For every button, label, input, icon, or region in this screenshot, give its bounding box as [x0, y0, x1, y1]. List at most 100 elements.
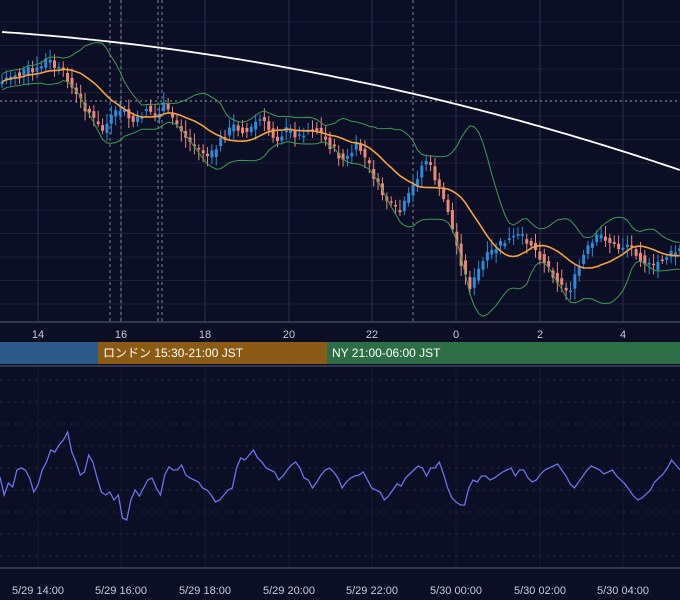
candle-down [188, 137, 192, 142]
candle-down [206, 153, 210, 157]
candle-up [39, 66, 43, 69]
candle-up [678, 248, 680, 252]
candle-down [372, 168, 376, 179]
candle-down [450, 209, 454, 230]
candle-down [538, 251, 542, 260]
candle-down [267, 121, 271, 131]
candle-up [232, 124, 236, 132]
candle-up [472, 277, 476, 288]
candle-up [114, 110, 118, 117]
x-tick-label: 0 [453, 329, 459, 341]
candle-up [599, 234, 603, 239]
candle-down [660, 259, 664, 262]
candle-up [258, 119, 262, 121]
x-tick-label: 2 [537, 329, 543, 341]
candle-down [617, 243, 621, 250]
candle-up [415, 179, 419, 187]
candle-up [227, 127, 231, 136]
candle-up [424, 160, 428, 165]
candle-up [573, 274, 577, 289]
candle-down [17, 72, 21, 77]
x-tick-label: 4 [620, 329, 626, 341]
oscillator-x-axis-labels: 5/29 14:00 5/29 16:00 5/29 18:00 5/29 20:00… [12, 585, 649, 597]
candle-down [153, 113, 157, 116]
candle-down [332, 144, 336, 147]
candle-down [560, 278, 564, 285]
candle-up [507, 238, 511, 241]
candle-up [402, 200, 406, 212]
candle-up [35, 67, 39, 72]
oscillator-x-tick-label: 5/29 18:00 [179, 585, 231, 597]
candle-down [52, 60, 56, 68]
candle-down [630, 245, 634, 248]
candle-up [481, 261, 485, 270]
candle-down [241, 127, 245, 134]
candle-down [643, 255, 647, 265]
x-tick-label: 18 [199, 329, 211, 341]
candle-down [101, 125, 105, 131]
candle-up [485, 252, 489, 261]
oscillator-x-tick-label: 5/30 02:00 [514, 585, 566, 597]
candle-down [542, 254, 546, 264]
candle-up [144, 108, 148, 112]
oscillator-x-tick-label: 5/29 22:00 [346, 585, 398, 597]
candle-up [673, 252, 677, 257]
candle-down [324, 136, 328, 140]
candle-down [608, 238, 612, 244]
candle-down [446, 199, 450, 212]
candle-down [363, 148, 367, 158]
candle-down [652, 263, 656, 266]
session-london: ロンドン 15:30-21:00 JST [98, 342, 327, 364]
candle-down [127, 109, 131, 119]
candle-down [468, 277, 472, 289]
session-tokyo [0, 342, 98, 364]
candle-down [61, 67, 65, 70]
candle-up [656, 261, 660, 270]
candle-up [302, 135, 306, 138]
candle-up [219, 137, 223, 147]
session-markers [0, 0, 680, 322]
candle-down [171, 112, 175, 118]
candle-up [411, 184, 415, 196]
bollinger-upper-line [1, 42, 680, 243]
candles [0, 49, 680, 300]
candle-up [494, 249, 498, 254]
x-tick-label: 14 [32, 329, 44, 341]
candle-up [22, 69, 26, 75]
candle-down [92, 111, 96, 118]
candle-up [669, 250, 673, 257]
candle-down [245, 127, 249, 132]
oscillator-x-tick-label: 5/29 16:00 [95, 585, 147, 597]
candle-up [136, 116, 140, 122]
candle-down [315, 128, 319, 131]
oscillator-line [0, 430, 680, 521]
candle-up [586, 245, 590, 254]
candle-down [192, 144, 196, 147]
candle-down [197, 147, 201, 150]
candle-up [499, 241, 503, 246]
candle-down [564, 287, 568, 291]
candle-down [638, 252, 642, 262]
x-axis-labels: 14 16 18 20 22 0 2 4 [32, 329, 626, 341]
oscillator-x-tick-label: 5/29 14:00 [12, 585, 64, 597]
x-tick-label: 22 [366, 329, 378, 341]
candle-up [162, 102, 166, 112]
candle-up [503, 243, 507, 247]
candle-up [512, 235, 516, 238]
candle-down [394, 204, 398, 207]
candle-up [57, 67, 61, 69]
candle-up [590, 242, 594, 248]
moving-average-short-line [1, 68, 680, 269]
candle-up [44, 58, 48, 68]
candle-down [525, 239, 529, 244]
candle-up [214, 149, 218, 157]
candle-up [254, 121, 258, 130]
candle-up [420, 165, 424, 178]
candle-down [455, 231, 459, 246]
session-ny-label: NY 21:00-06:00 JST [332, 346, 441, 360]
candle-up [26, 66, 30, 75]
candle-down [337, 152, 341, 159]
candle-up [582, 254, 586, 264]
candle-up [0, 81, 4, 84]
